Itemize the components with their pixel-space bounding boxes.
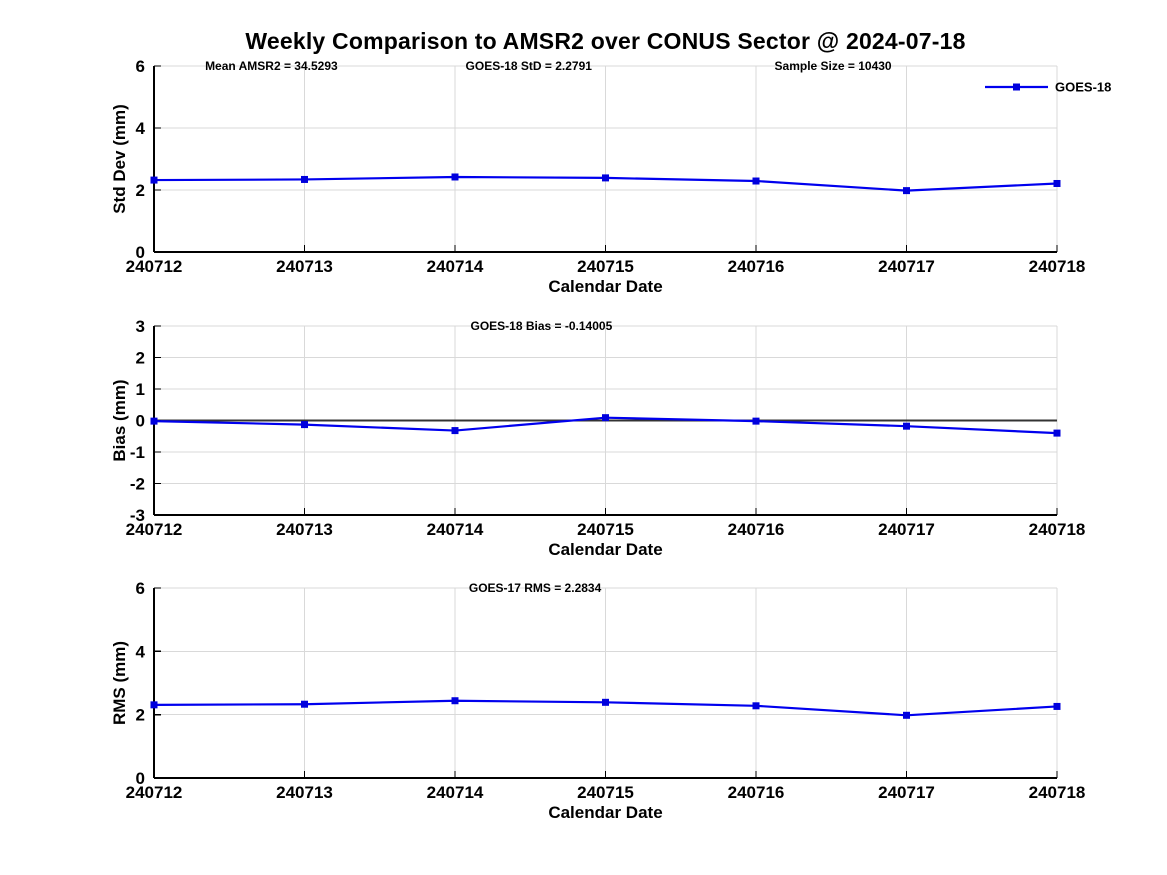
y-tick-label: -1 <box>130 443 145 462</box>
x-tick-label: 240716 <box>728 520 785 539</box>
x-tick-label: 240714 <box>427 783 484 802</box>
data-marker <box>451 697 459 705</box>
y-axis-label: Bias (mm) <box>110 379 129 461</box>
y-tick-label: 4 <box>136 642 146 661</box>
data-marker <box>150 176 158 184</box>
x-tick-label: 240715 <box>577 257 634 276</box>
rms-chart: 240712 240713 240714 240715 240716 240717 2407… <box>110 579 1085 822</box>
x-tick-label: 240716 <box>728 783 785 802</box>
data-marker <box>903 422 910 430</box>
x-tick-label: 240712 <box>126 257 183 276</box>
y-tick-label: 3 <box>136 317 145 336</box>
y-tick-label: 4 <box>136 119 146 138</box>
x-tick-label: 240717 <box>878 257 935 276</box>
data-marker <box>1053 429 1061 437</box>
y-tick-label: 0 <box>136 243 145 262</box>
data-marker <box>602 174 609 182</box>
x-tick-label: 240715 <box>577 783 634 802</box>
x-axis-label: Calendar Date <box>548 277 662 296</box>
y-tick-label: 2 <box>136 181 145 200</box>
y-tick-label: 0 <box>136 412 145 431</box>
x-tick-label: 240713 <box>276 257 333 276</box>
data-marker <box>752 417 760 425</box>
y-tick-label: 2 <box>136 706 145 725</box>
annotation: Sample Size = 10430 <box>775 59 892 73</box>
data-marker <box>602 414 609 422</box>
legend: GOES-18 <box>985 80 1111 95</box>
data-marker <box>1053 179 1061 187</box>
y-tick-label: -2 <box>130 475 145 494</box>
data-marker <box>752 702 760 710</box>
data-marker <box>301 175 308 183</box>
data-marker <box>903 711 910 719</box>
y-tick-label: 6 <box>136 579 145 598</box>
bias-chart: 240712 240713 240714 240715 240716 240717 2407… <box>110 317 1085 559</box>
legend-label: GOES-18 <box>1055 80 1111 95</box>
x-tick-label: 240712 <box>126 783 183 802</box>
y-axis-label: Std Dev (mm) <box>110 104 129 214</box>
legend-marker-sample <box>1013 83 1020 91</box>
y-tick-label: 0 <box>136 769 145 788</box>
x-tick-label: 240713 <box>276 520 333 539</box>
std-dev-chart: 240712 240713 240714 240715 240716 240717 2407… <box>110 57 1111 296</box>
y-tick-label: 2 <box>136 349 145 368</box>
x-axis-label: Calendar Date <box>548 540 662 559</box>
x-tick-label: 240716 <box>728 257 785 276</box>
data-marker <box>903 187 910 195</box>
x-axis-label: Calendar Date <box>548 803 662 822</box>
x-tick-label: 240714 <box>427 520 484 539</box>
data-marker <box>150 701 158 709</box>
data-marker <box>301 700 308 708</box>
x-tick-label: 240712 <box>126 520 183 539</box>
x-tick-label: 240715 <box>577 520 634 539</box>
data-marker <box>451 427 459 435</box>
figure-title: Weekly Comparison to AMSR2 over CONUS Se… <box>245 28 966 54</box>
data-marker <box>451 173 459 181</box>
data-marker <box>301 421 308 429</box>
data-marker <box>752 177 760 185</box>
y-tick-label: 1 <box>136 380 145 399</box>
y-axis-label: RMS (mm) <box>110 641 129 725</box>
x-tick-label: 240713 <box>276 783 333 802</box>
data-marker <box>150 417 158 425</box>
y-tick-label: 6 <box>136 57 145 76</box>
x-tick-label: 240717 <box>878 783 935 802</box>
x-tick-label: 240714 <box>427 257 484 276</box>
annotation: GOES-18 StD = 2.2791 <box>466 59 593 73</box>
y-tick-label: -3 <box>130 506 145 525</box>
annotation: Mean AMSR2 = 34.5293 <box>205 59 338 73</box>
x-tick-label: 240718 <box>1029 520 1086 539</box>
data-marker <box>1053 702 1061 710</box>
x-tick-label: 240718 <box>1029 257 1086 276</box>
annotation: GOES-18 Bias = -0.14005 <box>471 319 613 333</box>
data-marker <box>602 698 609 706</box>
x-tick-label: 240718 <box>1029 783 1086 802</box>
x-tick-label: 240717 <box>878 520 935 539</box>
annotation: GOES-17 RMS = 2.2834 <box>469 581 602 595</box>
